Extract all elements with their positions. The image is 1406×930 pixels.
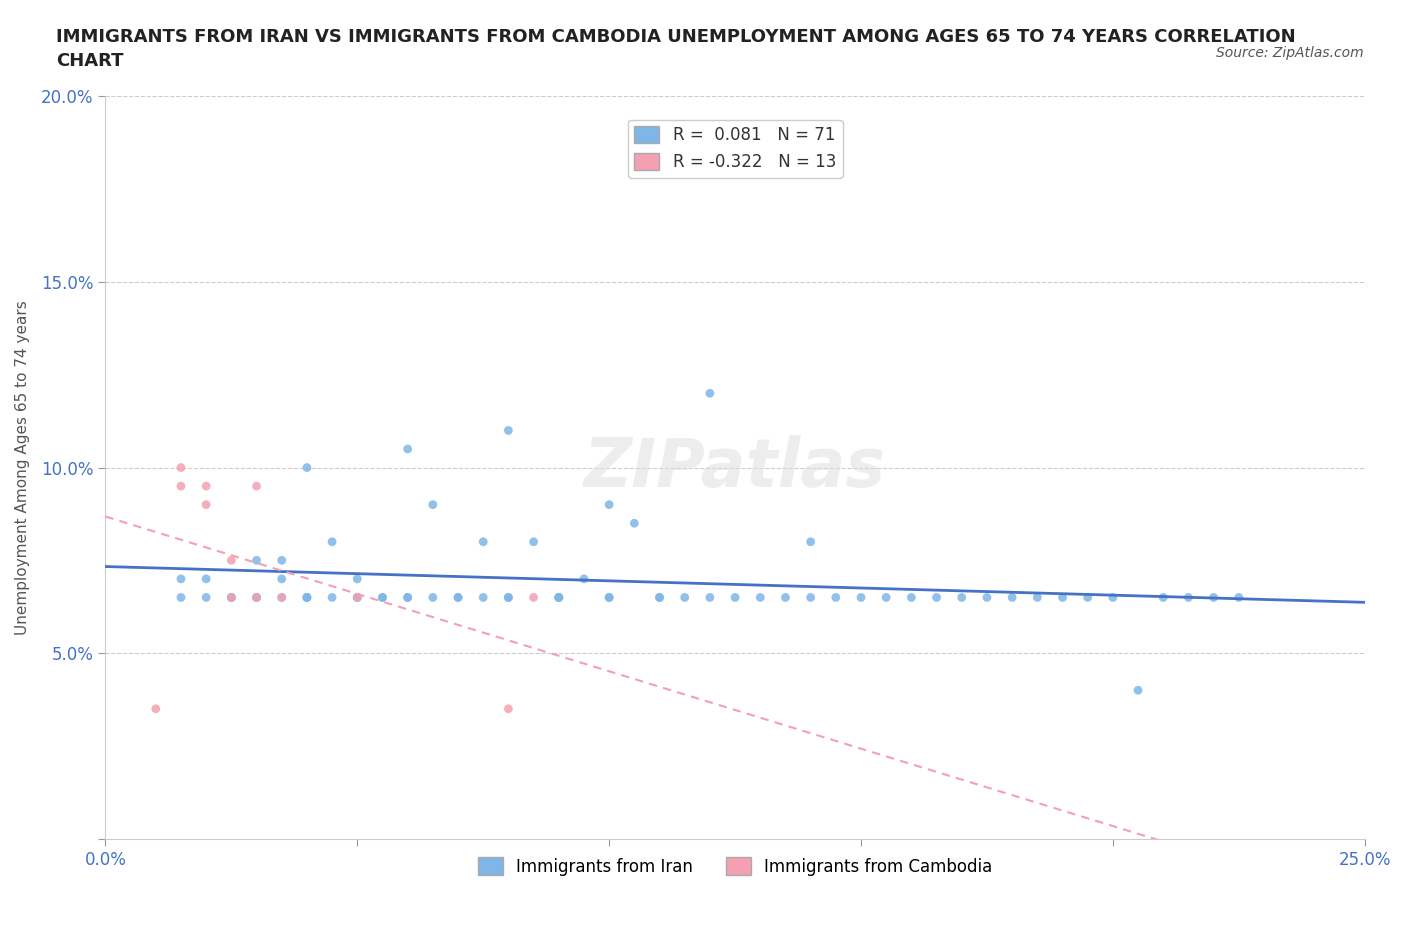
Point bbox=[950, 590, 973, 604]
Point bbox=[498, 423, 520, 438]
Point bbox=[270, 590, 292, 604]
Point bbox=[396, 442, 419, 457]
Point bbox=[195, 590, 218, 604]
Point bbox=[1026, 590, 1049, 604]
Point bbox=[170, 460, 193, 475]
Point bbox=[221, 590, 243, 604]
Point bbox=[321, 590, 343, 604]
Text: Source: ZipAtlas.com: Source: ZipAtlas.com bbox=[1216, 46, 1364, 60]
Point bbox=[925, 590, 948, 604]
Text: ZIPatlas: ZIPatlas bbox=[583, 434, 886, 500]
Point bbox=[824, 590, 846, 604]
Point bbox=[295, 590, 318, 604]
Point bbox=[623, 516, 645, 531]
Point bbox=[447, 590, 470, 604]
Point bbox=[1126, 683, 1149, 698]
Point bbox=[1102, 590, 1125, 604]
Point bbox=[523, 590, 546, 604]
Point bbox=[1001, 590, 1024, 604]
Point bbox=[648, 590, 671, 604]
Point bbox=[1202, 590, 1225, 604]
Point bbox=[547, 590, 569, 604]
Point bbox=[295, 460, 318, 475]
Point bbox=[849, 590, 872, 604]
Point bbox=[170, 479, 193, 494]
Point bbox=[699, 386, 721, 401]
Point bbox=[195, 571, 218, 586]
Point bbox=[245, 590, 267, 604]
Point bbox=[1052, 590, 1074, 604]
Point bbox=[346, 571, 368, 586]
Point bbox=[396, 590, 419, 604]
Point bbox=[498, 590, 520, 604]
Point bbox=[1152, 590, 1174, 604]
Point bbox=[346, 590, 368, 604]
Point bbox=[598, 590, 620, 604]
Point bbox=[472, 535, 495, 550]
Point bbox=[145, 701, 167, 716]
Point bbox=[371, 590, 394, 604]
Point bbox=[800, 590, 823, 604]
Point bbox=[598, 590, 620, 604]
Point bbox=[170, 590, 193, 604]
Point bbox=[498, 590, 520, 604]
Point bbox=[875, 590, 897, 604]
Point bbox=[673, 590, 696, 604]
Point bbox=[472, 590, 495, 604]
Y-axis label: Unemployment Among Ages 65 to 74 years: Unemployment Among Ages 65 to 74 years bbox=[15, 300, 30, 635]
Point bbox=[371, 590, 394, 604]
Point bbox=[245, 553, 267, 568]
Point bbox=[547, 590, 569, 604]
Point bbox=[1227, 590, 1250, 604]
Point bbox=[170, 571, 193, 586]
Point bbox=[447, 590, 470, 604]
Point bbox=[749, 590, 772, 604]
Point bbox=[422, 498, 444, 512]
Point bbox=[547, 590, 569, 604]
Point bbox=[800, 535, 823, 550]
Point bbox=[422, 590, 444, 604]
Legend: R =  0.081   N = 71, R = -0.322   N = 13: R = 0.081 N = 71, R = -0.322 N = 13 bbox=[627, 120, 842, 178]
Point bbox=[699, 590, 721, 604]
Point bbox=[221, 553, 243, 568]
Point bbox=[648, 590, 671, 604]
Point bbox=[221, 590, 243, 604]
Text: IMMIGRANTS FROM IRAN VS IMMIGRANTS FROM CAMBODIA UNEMPLOYMENT AMONG AGES 65 TO 7: IMMIGRANTS FROM IRAN VS IMMIGRANTS FROM … bbox=[56, 28, 1296, 70]
Point bbox=[195, 498, 218, 512]
Point bbox=[245, 590, 267, 604]
Point bbox=[195, 479, 218, 494]
Point bbox=[1077, 590, 1099, 604]
Point bbox=[270, 571, 292, 586]
Point bbox=[321, 535, 343, 550]
Point bbox=[598, 498, 620, 512]
Point bbox=[245, 479, 267, 494]
Point bbox=[295, 590, 318, 604]
Point bbox=[346, 590, 368, 604]
Point bbox=[270, 553, 292, 568]
Point bbox=[775, 590, 797, 604]
Point bbox=[270, 590, 292, 604]
Point bbox=[900, 590, 922, 604]
Point bbox=[221, 590, 243, 604]
Point bbox=[295, 590, 318, 604]
Point bbox=[724, 590, 747, 604]
Point bbox=[346, 590, 368, 604]
Point bbox=[523, 535, 546, 550]
Point bbox=[498, 701, 520, 716]
Point bbox=[396, 590, 419, 604]
Point bbox=[976, 590, 998, 604]
Point bbox=[245, 590, 267, 604]
Point bbox=[572, 571, 595, 586]
Point bbox=[1177, 590, 1199, 604]
